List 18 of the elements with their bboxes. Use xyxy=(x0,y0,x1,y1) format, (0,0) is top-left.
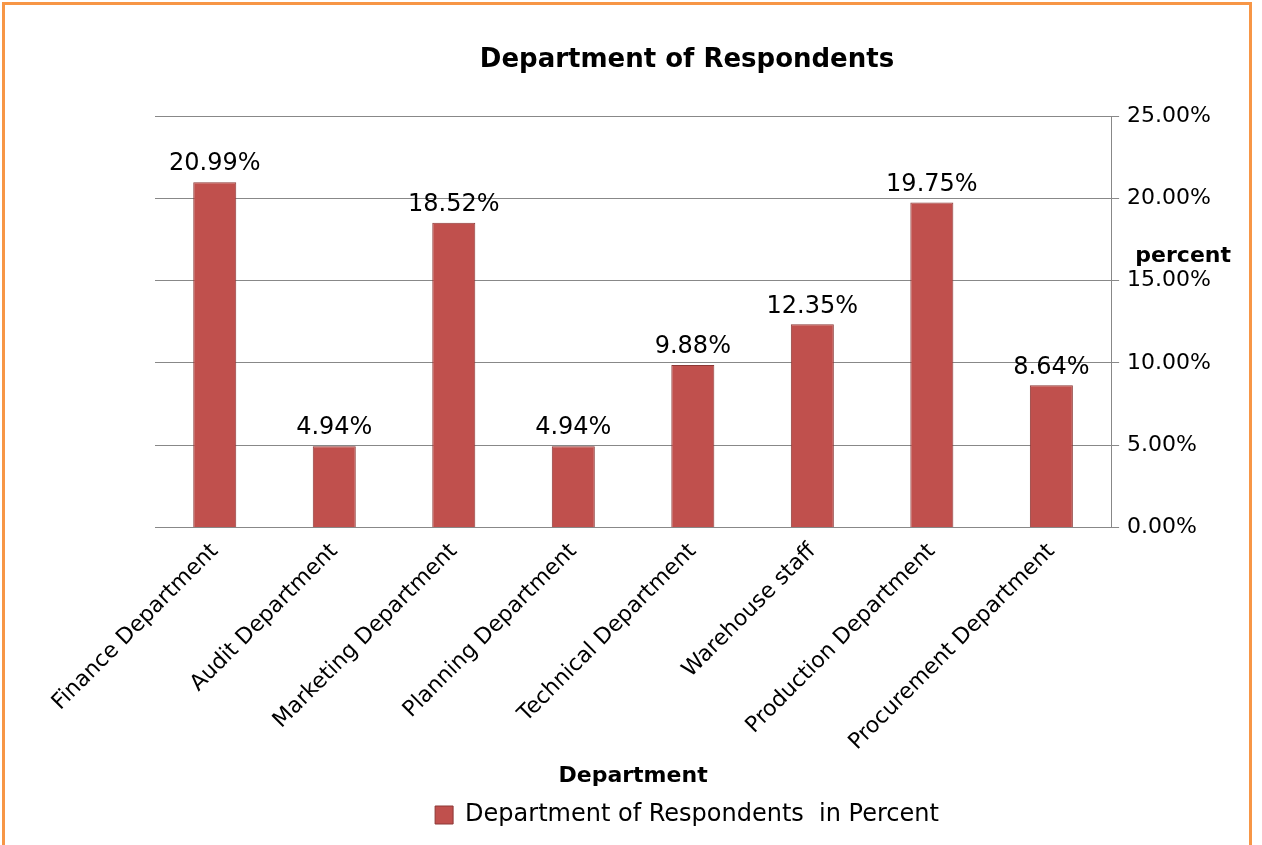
y-tick-label: 20.00% xyxy=(1127,184,1211,210)
data-label: 8.64% xyxy=(1013,351,1090,380)
legend-label: Department of Respondents in Percent xyxy=(465,799,939,828)
y-tick-label: 5.00% xyxy=(1127,430,1197,456)
data-label: 19.75% xyxy=(886,168,978,197)
chart-title: Department of Respondents xyxy=(479,43,895,74)
y-axis-title: percent xyxy=(1135,241,1232,267)
data-label: 20.99% xyxy=(169,148,261,177)
data-label: 12.35% xyxy=(766,290,859,319)
x-axis-title: Department xyxy=(558,761,709,787)
y-tick-label: 0.00% xyxy=(1127,513,1197,539)
y-tick-label: 10.00% xyxy=(1127,348,1211,374)
data-label: 4.94% xyxy=(296,412,373,441)
data-label: 9.88% xyxy=(654,331,731,360)
data-label: 18.52% xyxy=(408,189,500,218)
y-tick-label: 25.00% xyxy=(1127,101,1211,127)
y-tick-label: 15.00% xyxy=(1127,266,1211,292)
data-label: 4.94% xyxy=(535,412,612,441)
